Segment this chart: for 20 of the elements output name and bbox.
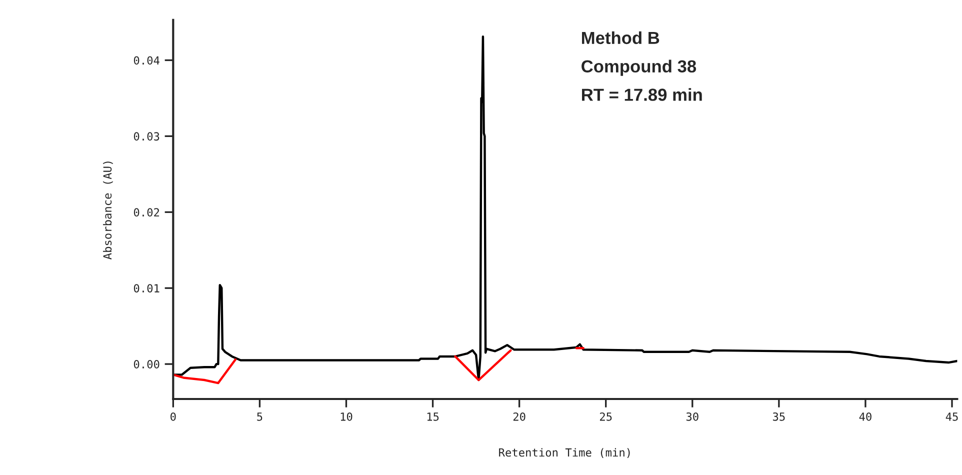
y-tick-label: 0.04	[134, 56, 160, 65]
x-tick-label: 25	[600, 412, 612, 421]
x-axis-title: Retention Time (min)	[499, 448, 630, 458]
y-tick-label: 0.00	[134, 360, 160, 368]
y-tick-label: 0.01	[134, 284, 160, 293]
annotation: Method B	[582, 31, 660, 44]
x-tick-label: 30	[686, 412, 698, 421]
y-tick-label: 0.03	[134, 132, 160, 141]
x-tick-label: 45	[946, 412, 958, 421]
x-tick-label: 35	[772, 412, 785, 421]
x-tick-label: 10	[340, 412, 352, 421]
x-tick-label: 40	[859, 412, 872, 421]
y-tick-label: 0.02	[134, 208, 160, 217]
annotation: Compound 38	[582, 60, 696, 76]
annotation: RT = 17.89 min	[582, 88, 702, 101]
y-axis-title: Absorbance (AU)	[103, 162, 113, 260]
x-tick-label: 0	[170, 412, 176, 421]
x-tick-label: 20	[513, 412, 526, 421]
x-tick-label: 5	[257, 412, 262, 421]
x-tick-label: 15	[427, 412, 439, 421]
